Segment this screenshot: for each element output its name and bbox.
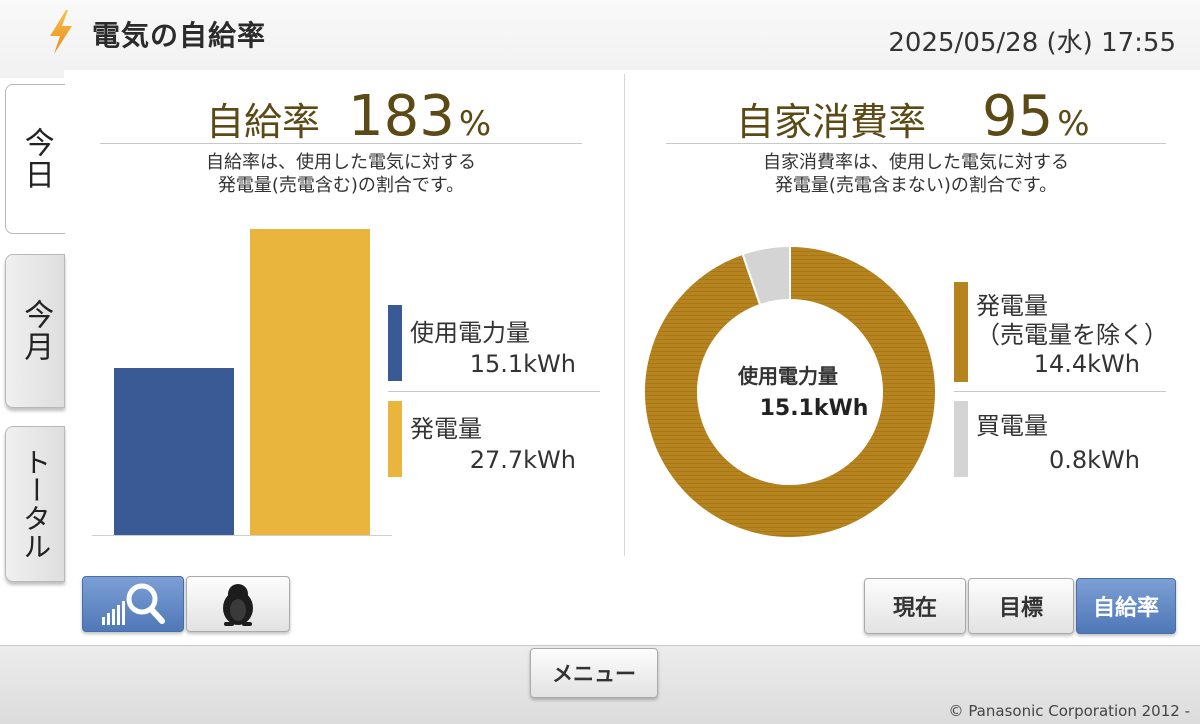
header-bar: 電気の自給率 2025/05/28 (水) 17:55: [0, 0, 1200, 78]
self-consumption-value: 95: [982, 84, 1054, 149]
tab-this-month-label: 今月: [18, 299, 54, 363]
bar-0: [114, 368, 234, 535]
legend-purchase-value: 0.8kWh: [1048, 446, 1140, 474]
self-consumption-desc-line1: 自家消費率は、使用した電気に対する: [763, 152, 1069, 173]
legend-rule: [388, 391, 600, 392]
self-consumption-rule: [666, 143, 1166, 144]
bar-1: [250, 229, 370, 535]
bar-chart-baseline: [92, 535, 392, 536]
legend-generation-label: 発電量: [410, 415, 482, 443]
self-sufficiency-rule: [100, 143, 582, 144]
self-consumption-label: 自家消費率: [736, 100, 927, 144]
self-sufficiency-button[interactable]: 自給率: [1076, 578, 1176, 634]
tab-this-month[interactable]: 今月: [5, 254, 65, 408]
self-sufficiency-value: 183: [348, 84, 455, 149]
panel-divider: [624, 74, 625, 556]
character-button[interactable]: [186, 576, 290, 632]
graph-zoom-button[interactable]: [82, 576, 184, 632]
donut-legend-rule: [954, 391, 1166, 392]
legend-swatch-generation-excl: [954, 282, 968, 382]
tab-today[interactable]: 今日: [5, 84, 65, 234]
self-consumption-description: 自家消費率は、使用した電気に対する 発電量(売電含まない)の割合です。: [666, 152, 1166, 197]
tab-total[interactable]: トータル: [5, 426, 65, 582]
self-sufficiency-description: 自給率は、使用した電気に対する 発電量(売電含む)の割合です。: [100, 152, 582, 197]
self-consumption-unit: %: [1057, 104, 1090, 144]
tab-today-label: 今日: [18, 127, 54, 191]
legend-generation-excl-value: 14.4kWh: [1033, 350, 1140, 378]
legend-usage-label: 使用電力量: [410, 319, 530, 347]
self-sufficiency-header: 自給率 183 %: [206, 84, 491, 149]
menu-button[interactable]: メニュー: [530, 648, 658, 698]
self-consumption-desc-line2: 発電量(売電含まない)の割合です。: [774, 174, 1058, 196]
penguin-icon: [223, 584, 253, 626]
self-consumption-header: 自家消費率 95 %: [736, 84, 1090, 149]
legend-swatch-usage: [388, 305, 402, 381]
legend-generation-excl-label-2: （売電量を除く）: [976, 321, 1168, 349]
self-sufficiency-desc-line1: 自給率は、使用した電気に対する: [206, 152, 476, 173]
legend-generation-value: 27.7kWh: [469, 446, 576, 474]
page-title: 電気の自給率: [92, 19, 267, 52]
datetime-display: 2025/05/28 (水) 17:55: [888, 28, 1176, 58]
copyright-text: © Panasonic Corporation 2012 -: [948, 702, 1190, 720]
self-sufficiency-desc-line2: 発電量(売電含む)の割合です。: [217, 174, 465, 196]
legend-swatch-generation: [388, 401, 402, 477]
self-consumption-donut-chart: [643, 244, 937, 539]
lightning-bolt-icon: [50, 10, 72, 54]
donut-slice-1: [741, 244, 791, 307]
legend-usage-value: 15.1kWh: [469, 350, 576, 378]
magnifier-graph-icon: [102, 583, 165, 625]
legend-generation-excl-label: 発電量: [976, 292, 1048, 320]
donut-center-label: 使用電力量: [738, 364, 838, 388]
donut-slice-0: [643, 244, 937, 539]
donut-center-value: 15.1kWh: [759, 396, 869, 421]
legend-purchase-label: 買電量: [976, 412, 1048, 440]
target-button[interactable]: 目標: [968, 578, 1074, 634]
self-sufficiency-label: 自給率: [206, 100, 321, 144]
self-sufficiency-unit: %: [458, 104, 492, 144]
current-button[interactable]: 現在: [864, 578, 966, 634]
tab-total-label: トータル: [19, 448, 53, 560]
legend-swatch-purchase: [954, 401, 968, 477]
footer-bar: メニュー © Panasonic Corporation 2012 -: [0, 645, 1200, 724]
